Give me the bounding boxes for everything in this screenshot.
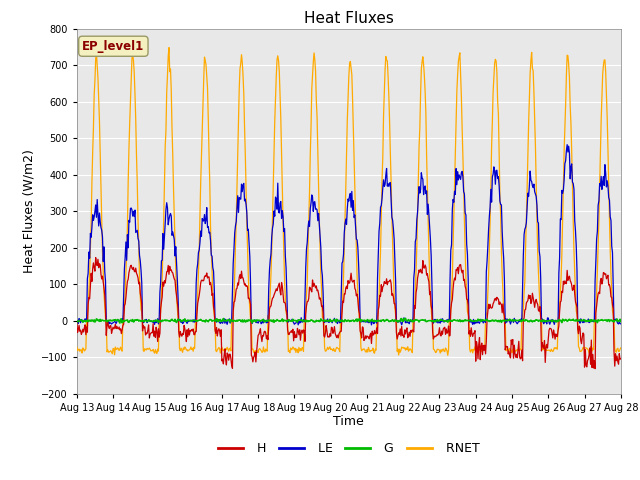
Y-axis label: Heat Fluxes (W/m2): Heat Fluxes (W/m2) — [22, 149, 36, 273]
Title: Heat Fluxes: Heat Fluxes — [304, 11, 394, 26]
Text: EP_level1: EP_level1 — [82, 40, 145, 53]
X-axis label: Time: Time — [333, 415, 364, 429]
Legend:  H,  LE,  G,  RNET: H, LE, G, RNET — [213, 437, 484, 460]
